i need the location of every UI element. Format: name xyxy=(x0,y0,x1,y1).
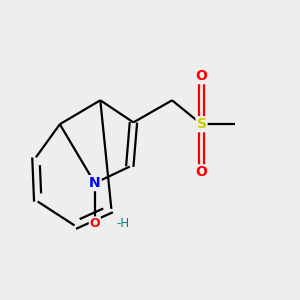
Text: S: S xyxy=(196,117,206,131)
Text: -H: -H xyxy=(116,217,129,230)
Text: O: O xyxy=(196,69,208,83)
Text: O: O xyxy=(196,165,208,179)
Text: N: N xyxy=(89,176,100,190)
Text: O: O xyxy=(89,217,100,230)
